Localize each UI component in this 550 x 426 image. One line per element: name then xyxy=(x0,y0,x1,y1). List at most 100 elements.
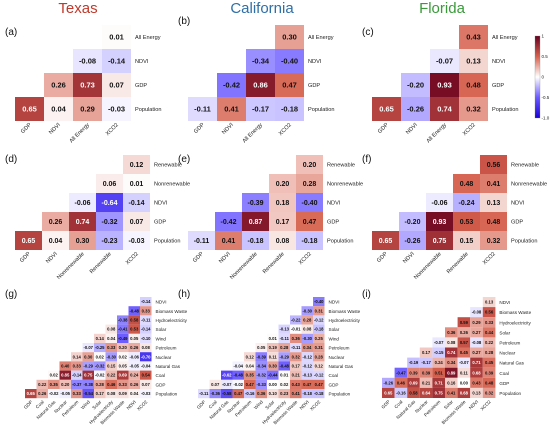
row-label: Solar xyxy=(156,327,167,332)
cell-value-label: 0.01 xyxy=(269,336,278,341)
cell-value-label: 0.30 xyxy=(76,238,90,245)
heatmap-cell xyxy=(296,212,323,231)
row-label: Population xyxy=(329,392,351,397)
column-label: XCO2 xyxy=(298,251,313,266)
cell-value-label: -0.15 xyxy=(434,350,444,355)
cell-value-label: 0.20 xyxy=(61,382,70,387)
colorbar-tick-label: 1 xyxy=(542,34,545,39)
heatmap-cell xyxy=(232,379,244,389)
row-label: Population xyxy=(156,392,178,397)
cell-value-label: -0.54 xyxy=(83,391,93,396)
heatmap-cell xyxy=(480,231,507,250)
row-label: Petroleum xyxy=(329,346,350,351)
heatmap-cell xyxy=(94,379,106,389)
column-label: NDVI xyxy=(45,251,59,265)
heatmap-cell xyxy=(128,333,140,343)
heatmap-cell xyxy=(399,212,426,231)
heatmap-cell xyxy=(59,370,71,380)
cell-value-label: -0.42 xyxy=(223,81,240,90)
cell-value-label: 0.31 xyxy=(315,308,324,313)
heatmap-cell xyxy=(94,361,106,371)
cell-value-label: 0.00 xyxy=(460,380,469,385)
heatmap-cell xyxy=(105,343,117,353)
heatmap-cell xyxy=(432,367,445,378)
cell-value-label: 0.29 xyxy=(80,105,95,114)
heatmap-cell xyxy=(140,361,152,371)
cell-value-label: 0.45 xyxy=(460,350,469,355)
heatmap-cell xyxy=(457,377,471,388)
heatmap-cell xyxy=(296,193,323,212)
heatmap-cell xyxy=(394,367,408,378)
heatmap-cell xyxy=(105,324,117,334)
heatmap-cell xyxy=(209,389,221,399)
cell-value-label: -0.07 xyxy=(222,382,232,387)
cell-value-label: 0.22 xyxy=(38,382,47,387)
cell-value-label: 0.33 xyxy=(107,345,116,350)
column-label: Nonrenewable xyxy=(56,251,86,281)
row-label: Population xyxy=(154,239,180,245)
cell-value-label: -0.11 xyxy=(194,105,211,114)
cell-value-label: 0.65 xyxy=(379,238,393,245)
heatmap-cell xyxy=(255,361,267,371)
heatmap-panels: 0.01 -0.08 -0.14 0.26 0.73 0.07 0.65 0.04 0.29 -0… xyxy=(15,25,547,425)
heatmap-c: 0.43 -0.07 0.13 -0.20 0.93 0.48 0.65 -0.26 0.74 0… xyxy=(372,25,518,144)
heatmap-cell xyxy=(102,73,131,97)
cell-value-label: 0.28 xyxy=(303,181,317,188)
heatmap-cell xyxy=(445,377,458,388)
title-florida: Florida xyxy=(419,0,466,17)
cell-value-label: -0.40 xyxy=(314,299,324,304)
heatmap-cell xyxy=(301,370,313,380)
cell-value-label: 0.46 xyxy=(397,380,406,385)
heatmap-cell xyxy=(105,352,117,362)
heatmap-cell xyxy=(453,174,480,193)
cell-value-label: -0.38 xyxy=(83,382,93,387)
heatmap-cell xyxy=(117,389,129,399)
heatmap-cell xyxy=(482,337,496,348)
cell-value-label: -0.40 xyxy=(302,200,318,207)
cell-value-label: 0.36 xyxy=(292,336,301,341)
cell-value-label: 0.69 xyxy=(119,373,128,378)
heatmap-cell xyxy=(123,193,150,212)
row-label: Nuclear xyxy=(156,355,172,360)
cell-value-label: -0.03 xyxy=(129,238,145,245)
cell-value-label: -0.25 xyxy=(95,345,105,350)
cell-value-label: 0.07 xyxy=(142,382,151,387)
heatmap-cell xyxy=(445,347,458,358)
heatmap-cell xyxy=(221,370,233,380)
cell-value-label: 0.08 xyxy=(107,391,116,396)
column-label: Nonrenewable xyxy=(413,251,443,281)
heatmap-cell xyxy=(480,193,507,212)
heatmap-cell xyxy=(459,25,488,49)
cell-value-label: 0.86 xyxy=(253,81,268,90)
cell-value-label: -0.12 xyxy=(302,364,312,369)
row-label: NDVI xyxy=(154,201,168,207)
heatmap-cell xyxy=(459,73,488,97)
cell-value-label: 0.25 xyxy=(315,336,324,341)
cell-value-label: 0.46 xyxy=(107,382,116,387)
heatmap-cell xyxy=(394,387,408,398)
cell-value-label: 0.22 xyxy=(107,373,116,378)
heatmap-cell xyxy=(246,49,275,73)
heatmap-cell xyxy=(453,231,480,250)
cell-value-label: 0.56 xyxy=(485,310,494,315)
row-label: Nonrenewable xyxy=(154,182,190,188)
heatmap-cell xyxy=(432,357,445,368)
cell-value-label: 0.13 xyxy=(466,57,481,66)
cell-value-label: 0.87 xyxy=(249,219,263,226)
cell-value-label: 0.27 xyxy=(472,330,481,335)
row-label: NDVI xyxy=(329,300,340,305)
heatmap-cell xyxy=(221,379,233,389)
cell-value-label: 0.07 xyxy=(130,219,144,226)
heatmap-cell xyxy=(105,370,117,380)
cell-value-label: -0.29 xyxy=(279,354,289,359)
heatmap-cell xyxy=(42,231,69,250)
column-label: NDVI xyxy=(221,122,235,136)
column-label: GDP xyxy=(377,122,390,135)
cell-value-label: 0.39 xyxy=(485,370,494,375)
heatmap-cell xyxy=(426,212,453,231)
row-label: NDVI xyxy=(135,59,149,65)
heatmap-cell xyxy=(244,370,256,380)
cell-value-label: -0.06 xyxy=(129,354,139,359)
heatmap-cell xyxy=(419,377,433,388)
heatmap-cell xyxy=(301,361,313,371)
